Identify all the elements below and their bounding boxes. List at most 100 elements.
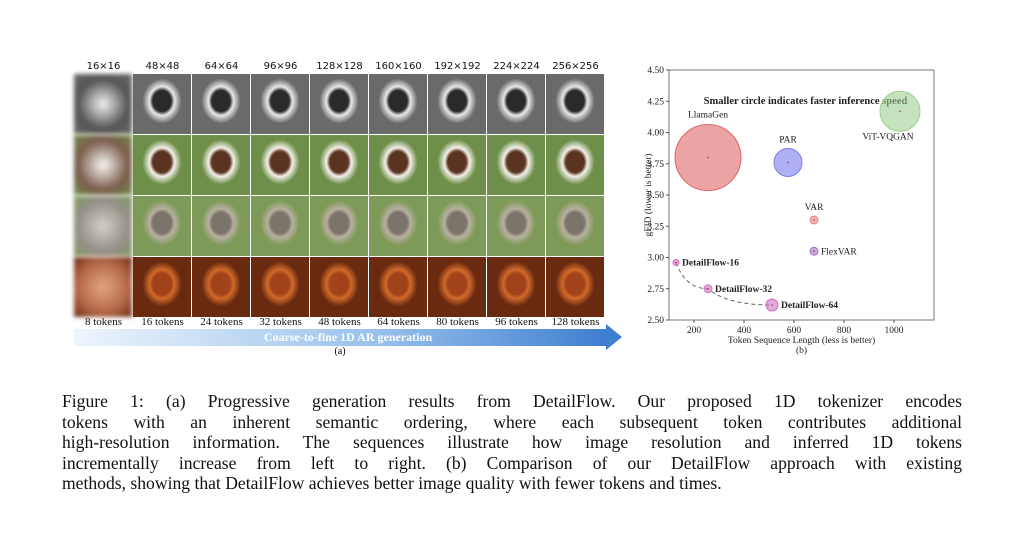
panel-label: (a) [334, 346, 346, 357]
point-label: VAR [805, 203, 824, 213]
image-placeholder [74, 196, 132, 256]
arrow-head [606, 324, 622, 350]
token-label: 48 tokens [318, 316, 361, 328]
token-label: 32 tokens [259, 316, 302, 328]
image-placeholder [192, 135, 250, 195]
y-tick-label: 2.50 [647, 316, 664, 326]
image-placeholder [133, 74, 191, 134]
y-tick-label: 4.50 [647, 66, 664, 76]
token-label: 64 tokens [377, 316, 420, 328]
image-placeholder [310, 257, 368, 317]
image-placeholder [369, 74, 427, 134]
y-tick-label: 3.00 [647, 254, 664, 264]
chart: 2.50 2.75 3.00 3.25 3.50 3.75 4.00 4.25 4.50 200 4… [643, 66, 935, 356]
y-tick-label: 2.75 [647, 285, 664, 295]
x-tick-label: 200 [687, 326, 702, 336]
y-tick-label: 3.50 [647, 191, 664, 201]
image-placeholder [369, 196, 427, 256]
image-placeholder [546, 257, 604, 317]
token-label: 8 tokens [85, 316, 122, 328]
x-tick-label: 400 [737, 326, 752, 336]
point-label: PAR [779, 136, 797, 146]
bubble-center [707, 156, 709, 159]
image-placeholder [487, 135, 545, 195]
chart-label: (b) [796, 345, 807, 356]
y-tick-label: 4.25 [647, 97, 664, 107]
resolution-label: 64×64 [204, 61, 239, 72]
resolution-label: 48×48 [145, 61, 180, 72]
image-placeholder [546, 135, 604, 195]
point-label: DetailFlow-16 [682, 259, 739, 269]
token-label: 80 tokens [436, 316, 479, 328]
image-placeholder [251, 74, 309, 134]
caption-line: methods, showing that DetailFlow achieve… [62, 473, 722, 494]
x-tick-label: 1000 [885, 326, 904, 336]
image-placeholder [369, 135, 427, 195]
token-label: 24 tokens [200, 316, 243, 328]
image-placeholder [310, 135, 368, 195]
image-placeholder [428, 196, 486, 256]
resolution-label: 224×224 [493, 61, 540, 72]
image-placeholder [192, 74, 250, 134]
caption-line: tokens with an inherent semantic orderin… [62, 411, 962, 432]
image-placeholder [192, 196, 250, 256]
image-placeholder [251, 135, 309, 195]
resolution-label: 256×256 [552, 61, 599, 72]
bubble-center [813, 250, 815, 253]
image-placeholder [74, 257, 132, 317]
bubble-center [675, 261, 677, 264]
caption-line: incrementally increase from left to righ… [62, 452, 962, 473]
image-placeholder [487, 74, 545, 134]
bubble-center [899, 110, 901, 113]
y-axis-label: gFID (lower is better) [643, 153, 654, 236]
bubble-center [813, 219, 815, 221]
annotation: Smaller circle indicates faster inferenc… [704, 96, 908, 107]
image-placeholder [133, 196, 191, 256]
token-label: 96 tokens [495, 316, 538, 328]
x-axis-label: Token Sequence Length (less is better) [728, 335, 875, 346]
y-tick-label: 3.75 [647, 160, 664, 170]
resolution-label: 128×128 [316, 61, 363, 72]
arrow-bar [74, 329, 606, 346]
caption-line: high-resolution information. The sequenc… [62, 432, 962, 453]
point-label: DetailFlow-32 [715, 285, 772, 295]
image-placeholder [487, 196, 545, 256]
resolution-label: 160×160 [375, 61, 422, 72]
caption: Figure 1: (a) Progressive generation res… [62, 391, 962, 494]
caption-line: Figure 1: (a) Progressive generation res… [62, 391, 962, 411]
image-placeholder [428, 74, 486, 134]
y-tick-label: 4.00 [647, 129, 664, 139]
x-tick-label: 600 [787, 326, 802, 336]
image-placeholder [428, 257, 486, 317]
image-placeholder [192, 257, 250, 317]
image-placeholder [546, 74, 604, 134]
bubble-center [787, 161, 789, 164]
image-placeholder [428, 135, 486, 195]
image-placeholder [487, 257, 545, 317]
image-placeholder [310, 196, 368, 256]
image-placeholder [310, 74, 368, 134]
y-tick-label: 3.25 [647, 222, 664, 232]
point-label: LlamaGen [688, 111, 728, 121]
image-placeholder [251, 257, 309, 317]
point-label: FlexVAR [821, 247, 857, 257]
resolution-label: 192×192 [434, 61, 481, 72]
point-label: DetailFlow-64 [781, 301, 838, 311]
image-placeholder [546, 196, 604, 256]
image-placeholder [133, 135, 191, 195]
token-label: 128 tokens [551, 316, 600, 328]
image-placeholder [74, 74, 132, 134]
bubble-center [707, 287, 709, 290]
resolution-label: 16×16 [86, 61, 121, 72]
image-placeholder [369, 257, 427, 317]
resolution-label: 96×96 [263, 61, 298, 72]
point-label: ViT-VQGAN [862, 132, 913, 142]
image-placeholder [251, 196, 309, 256]
image-placeholder [74, 135, 132, 195]
image-placeholder [133, 257, 191, 317]
x-tick-label: 800 [837, 326, 852, 336]
bubble-center [771, 304, 773, 306]
token-label: 16 tokens [141, 316, 184, 328]
arrow-label: Coarse-to-fine 1D AR generation [263, 330, 433, 344]
